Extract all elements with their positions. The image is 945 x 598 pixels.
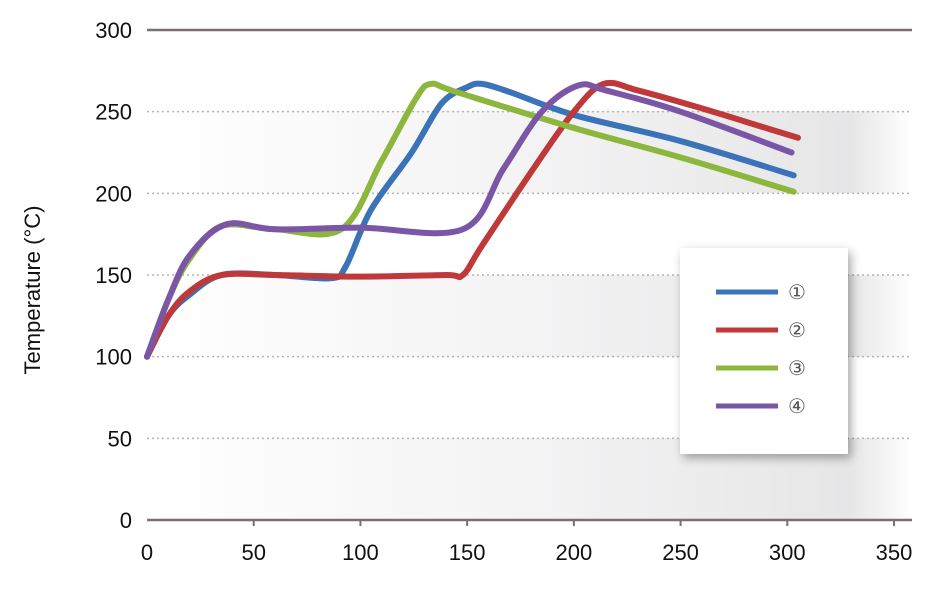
- x-axis-ticks: 0 50 100 150 200 250 300 350: [141, 520, 912, 565]
- y-axis-label: Temperature (°C): [20, 206, 45, 375]
- x-tick-label: 250: [662, 540, 699, 565]
- x-tick-label: 150: [449, 540, 486, 565]
- legend-label: ①: [788, 282, 806, 304]
- data-series: [144, 79, 801, 360]
- x-tick-label: 100: [342, 540, 379, 565]
- legend-items: ① ② ③ ④: [716, 282, 806, 418]
- y-tick-label: 200: [95, 181, 132, 206]
- legend-label: ②: [788, 320, 806, 342]
- y-tick-label: 50: [108, 426, 132, 451]
- y-axis-ticks: 0 50 100 150 200 250 300: [95, 18, 132, 533]
- legend: [680, 248, 848, 454]
- legend-label: ③: [788, 358, 806, 380]
- y-tick-label: 300: [95, 18, 132, 43]
- x-tick-label: 50: [241, 540, 265, 565]
- y-tick-label: 250: [95, 100, 132, 125]
- x-tick-label: 0: [141, 540, 153, 565]
- x-tick-label: 300: [769, 540, 806, 565]
- x-tick-label: 350: [876, 540, 913, 565]
- y-tick-label: 100: [95, 345, 132, 370]
- x-tick-label: 200: [555, 540, 592, 565]
- y-tick-label: 150: [95, 263, 132, 288]
- y-tick-label: 0: [120, 508, 132, 533]
- series-4-line: [144, 81, 795, 360]
- legend-label: ④: [788, 396, 806, 418]
- series-2-line: [144, 79, 801, 360]
